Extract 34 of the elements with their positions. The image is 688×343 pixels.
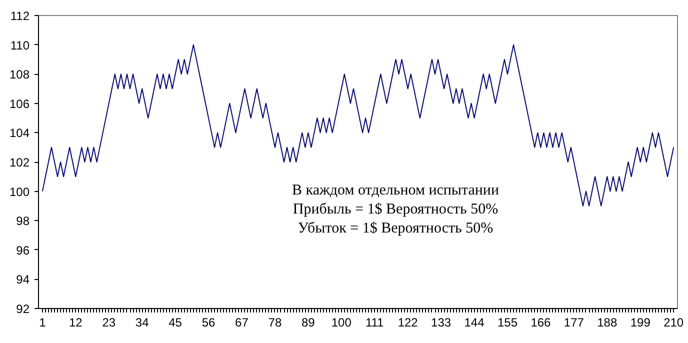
x-tick-label: 133 (431, 316, 452, 330)
x-tick-label: 100 (331, 316, 352, 330)
y-tick-label: 110 (10, 38, 30, 52)
x-tick-label: 210 (664, 316, 684, 330)
x-tick-label: 78 (268, 316, 282, 330)
x-tick-label: 188 (597, 316, 618, 330)
x-tick-label: 12 (68, 316, 83, 330)
x-tick-label: 166 (530, 316, 552, 330)
x-tick-label: 89 (302, 316, 316, 330)
y-tick-label: 92 (16, 302, 30, 316)
annotation: Убыток = 1$ Вероятность 50% (298, 220, 494, 236)
x-tick-label: 155 (497, 316, 518, 330)
x-tick-label: 34 (135, 316, 150, 330)
y-tick-label: 94 (16, 272, 30, 287)
annotation: В каждом отдельном испытании (292, 182, 499, 198)
x-tick-label: 1 (39, 316, 46, 330)
y-tick-label: 100 (9, 184, 30, 199)
y-tick-label: 112 (10, 9, 30, 23)
x-tick-label: 122 (398, 316, 418, 330)
x-tick-label: 23 (102, 316, 116, 330)
x-tick-label: 67 (235, 316, 249, 330)
y-tick-label: 106 (9, 96, 30, 111)
y-tick-label: 108 (9, 68, 30, 82)
x-tick-label: 56 (202, 316, 216, 330)
x-tick-label: 144 (464, 316, 485, 330)
y-tick-label: 98 (16, 214, 30, 228)
y-tick-label: 102 (9, 156, 30, 170)
x-tick-label: 45 (168, 316, 182, 330)
x-tick-label: 177 (564, 316, 584, 330)
y-tick-label: 104 (9, 126, 30, 140)
x-tick-label: 111 (365, 316, 384, 330)
annotation: Прибыль = 1$ Вероятность 50% (292, 202, 498, 218)
x-tick-label: 199 (630, 316, 651, 330)
y-tick-label: 96 (16, 243, 30, 258)
